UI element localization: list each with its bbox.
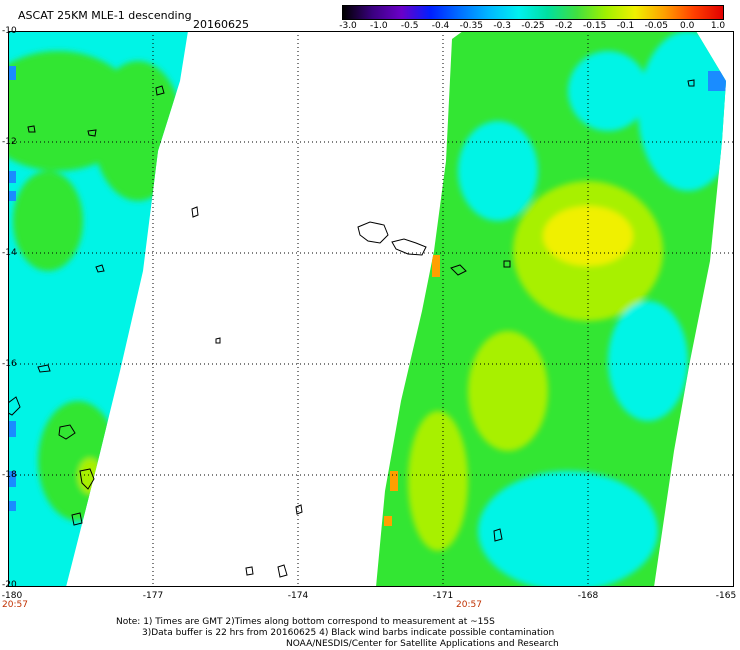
scatterometer-map	[8, 31, 734, 587]
x-tick-label: -177	[142, 591, 164, 601]
note-line-1: Note: 1) Times are GMT 2)Times along bot…	[116, 617, 495, 627]
colorbar-label: -0.3	[493, 21, 511, 31]
colorbar-label: -3.0	[339, 21, 357, 31]
island-coastline	[87, 129, 97, 137]
x-tick-label: -180	[1, 591, 23, 601]
island-coastline	[8, 396, 21, 416]
chart-title: ASCAT 25KM MLE-1 descending	[18, 9, 192, 22]
colorbar	[342, 5, 724, 20]
x-tick-label: -174	[287, 591, 309, 601]
island-coastline	[95, 264, 105, 273]
swath-pixel	[8, 171, 16, 183]
island-coastline	[295, 504, 303, 515]
swath-patch	[13, 171, 83, 271]
x-tick-label: -165	[715, 591, 737, 601]
time-label-left: 20:57	[2, 600, 28, 610]
swath-patch	[608, 301, 688, 421]
chart-date: 20160625	[193, 18, 249, 31]
map-panel	[8, 31, 734, 587]
swath-patch	[478, 471, 658, 587]
swath-pixel	[8, 471, 16, 487]
island-coastline	[391, 238, 427, 256]
map-frame	[8, 31, 734, 587]
x-tick-label: -168	[577, 591, 599, 601]
island-coastline	[71, 512, 83, 526]
colorbar-label: -0.05	[644, 21, 668, 31]
swath-pixel	[8, 66, 16, 80]
y-tick-label: -14	[2, 248, 17, 258]
y-tick-label: -16	[2, 359, 17, 369]
island-coastline	[277, 564, 288, 578]
swath-pixel	[708, 71, 726, 91]
island-coastline	[58, 424, 76, 440]
island-coastline	[27, 125, 36, 133]
x-tick-label: -171	[432, 591, 454, 601]
island-coastline	[191, 206, 199, 218]
swath-pixel	[390, 471, 398, 491]
island-coastline	[37, 364, 51, 373]
island-coastline	[79, 468, 95, 490]
island-coastline	[687, 79, 695, 87]
island-coastline	[245, 566, 254, 576]
swath-pixel	[8, 501, 16, 511]
swath-pixel	[8, 191, 16, 201]
colorbar-label: -0.35	[459, 21, 483, 31]
colorbar-label: -0.15	[583, 21, 607, 31]
colorbar-label: 0.0	[679, 21, 695, 31]
y-tick-label: -18	[2, 470, 17, 480]
swath-pixel	[432, 255, 440, 277]
colorbar-label: -0.5	[400, 21, 419, 31]
swath-patch	[468, 331, 548, 451]
island-coastline	[357, 221, 389, 244]
swath-pixel	[384, 516, 392, 526]
note-line-2: 3)Data buffer is 22 hrs from 20160625 4)…	[142, 628, 555, 638]
colorbar-label: -0.1	[616, 21, 635, 31]
colorbar-label: -0.4	[431, 21, 450, 31]
swath-patch	[408, 411, 468, 551]
time-label-right: 20:57	[456, 600, 482, 610]
island-coastline	[450, 264, 467, 276]
colorbar-gradient	[343, 6, 723, 19]
gridlines	[8, 31, 734, 587]
coastlines	[8, 79, 695, 578]
island-coastline	[503, 260, 511, 268]
island-coastline	[493, 528, 503, 542]
colorbar-label: -1.0	[370, 21, 388, 31]
island-coastline	[215, 337, 221, 344]
y-tick-label: -12	[2, 137, 17, 147]
colorbar-label: 1.0	[710, 21, 726, 31]
note-line-3: NOAA/NESDIS/Center for Satellite Applica…	[286, 639, 559, 649]
colorbar-labels: -3.0 -1.0 -0.5 -0.4 -0.35 -0.3 -0.25 -0.…	[339, 21, 726, 32]
colorbar-label: -0.2	[555, 21, 573, 31]
swath-patch	[458, 121, 538, 221]
island-coastline	[155, 85, 165, 96]
colorbar-label: -0.25	[521, 21, 545, 31]
y-tick-label: -20	[2, 580, 17, 590]
swath-pixel	[8, 421, 16, 437]
